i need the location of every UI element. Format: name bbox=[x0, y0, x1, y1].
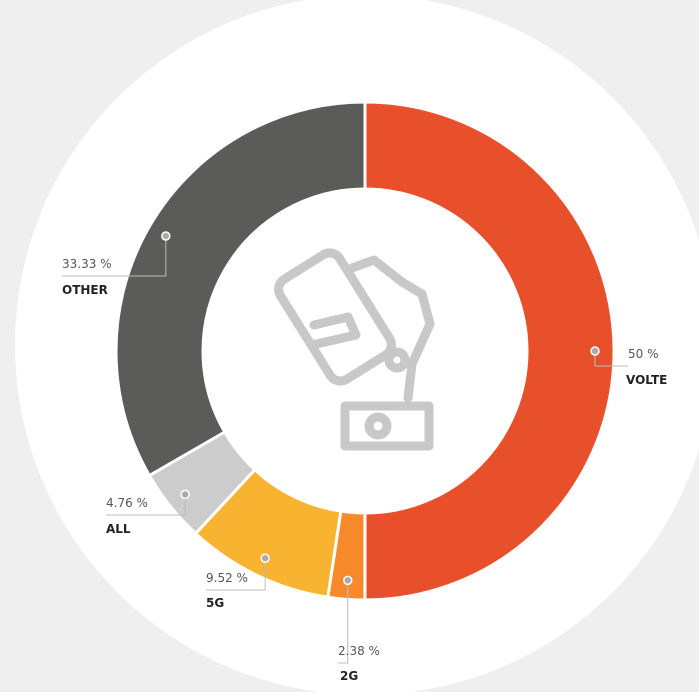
donut-segment bbox=[363, 100, 616, 602]
value-label: 9.52 % bbox=[206, 571, 248, 585]
cuff-icon bbox=[340, 401, 434, 451]
label-dot bbox=[342, 575, 353, 586]
category-label: 5G bbox=[206, 596, 224, 610]
value-label: 50 % bbox=[628, 347, 659, 361]
category-label: OTHER bbox=[62, 283, 108, 297]
hand-icon bbox=[307, 255, 435, 403]
category-label: ALL bbox=[106, 522, 131, 536]
donut bbox=[114, 100, 616, 602]
leader-line bbox=[338, 580, 349, 664]
center-icon bbox=[274, 248, 435, 451]
category-label: VOLTE bbox=[626, 373, 667, 387]
label-dot bbox=[180, 489, 190, 500]
value-label: 4.76 % bbox=[106, 496, 148, 510]
phone-button bbox=[384, 347, 410, 373]
leader-line bbox=[106, 494, 186, 516]
label-dot bbox=[260, 553, 270, 563]
phone-icon bbox=[274, 248, 396, 386]
cuff-button bbox=[364, 412, 392, 440]
leader-line bbox=[594, 351, 628, 367]
labels: 50 % VOLTE 2.38 % 2G 9.52 % 5G 4.76 % ALL 33.33 … bbox=[62, 231, 667, 683]
label-dot bbox=[161, 231, 171, 241]
leader-line bbox=[206, 558, 266, 591]
value-label: 33.33 % bbox=[62, 257, 112, 271]
value-label: 2.38 % bbox=[338, 644, 380, 658]
leader-line bbox=[62, 236, 167, 277]
donut-segment bbox=[114, 100, 367, 478]
label-dot bbox=[590, 346, 600, 356]
category-label: 2G bbox=[340, 669, 358, 683]
